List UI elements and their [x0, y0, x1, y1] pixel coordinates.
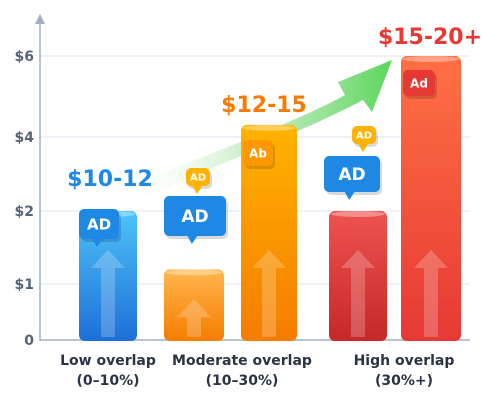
bar: [79, 211, 137, 341]
ad-badge-label: AD: [181, 207, 208, 227]
y-tick-label: $1: [15, 277, 34, 293]
ad-badge-label: Ab: [249, 146, 267, 160]
ad-badge-icon: Ad: [403, 70, 437, 99]
trend-arrow: [120, 60, 392, 204]
ad-badge-label: AD: [338, 165, 365, 185]
bar-up-arrow-icon: [91, 250, 125, 337]
bar-highlight: [166, 269, 222, 276]
bar-up-arrow-icon: [341, 250, 375, 337]
bar: [164, 269, 224, 341]
value-label: $10-12: [67, 167, 153, 192]
y-tick-label: $4: [15, 130, 35, 146]
y-tick-label: $2: [15, 204, 34, 220]
value-label: $12-15: [221, 93, 307, 118]
ad-badge-icon: AD: [186, 168, 212, 194]
ad-badge-label: AD: [87, 215, 111, 233]
x-category-sublabel: (10–30%): [206, 373, 279, 389]
y-tick-label: 0: [24, 333, 34, 349]
ad-badge-icon: AD: [79, 209, 121, 247]
ad-badge-label: AD: [356, 131, 372, 142]
x-category-label: High overlap: [354, 353, 455, 369]
bar-up-arrow-icon: [177, 299, 211, 337]
bar-highlight: [403, 56, 459, 62]
x-category-sublabel: (0–10%): [76, 373, 139, 389]
y-tick-label: $6: [15, 49, 34, 65]
bar-up-arrow-icon: [414, 250, 448, 337]
bar-highlight: [331, 211, 385, 217]
bar: [329, 211, 387, 341]
value-label: $15-20+: [378, 25, 482, 50]
y-axis-arrowhead: [35, 14, 45, 24]
ad-badge-label: AD: [190, 173, 206, 184]
bar: [241, 124, 297, 341]
bar-up-arrow-icon: [252, 250, 286, 337]
bar: [401, 56, 461, 341]
ad-badge-icon: AD: [164, 196, 228, 244]
ad-badge-label: Ad: [410, 76, 428, 90]
x-category-sublabel: (30%+): [375, 373, 433, 389]
x-category-label: Low overlap: [60, 353, 156, 369]
ad-badge-icon: AD: [352, 126, 378, 152]
x-category-label: Moderate overlap: [172, 353, 312, 369]
ad-badge-icon: AD: [324, 156, 382, 200]
ad-badge-icon: Ab: [243, 140, 275, 169]
bar-highlight: [243, 124, 295, 131]
